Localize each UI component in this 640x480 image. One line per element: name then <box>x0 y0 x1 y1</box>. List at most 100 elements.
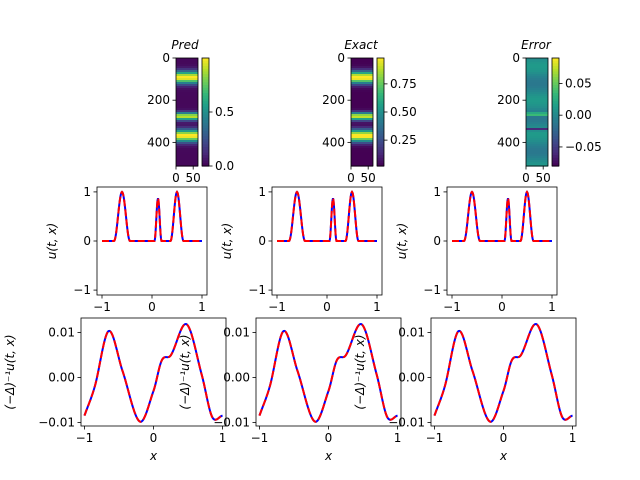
colorbar-segment <box>552 87 559 91</box>
heatmap-row <box>526 86 548 89</box>
xtick-label: −1 <box>268 300 286 314</box>
heatmap-row <box>176 140 198 143</box>
xtick-label: 0 <box>498 300 506 314</box>
colorbar-segment <box>552 103 559 108</box>
heatmap-row <box>526 102 548 105</box>
colorbar-label: 0.0 <box>215 159 234 173</box>
colorbar-segment <box>202 85 209 89</box>
heatmap-row <box>176 134 198 137</box>
colorbar-segment <box>202 144 209 148</box>
colorbar-segment <box>202 114 209 118</box>
heatmap-row <box>351 58 373 61</box>
colorbar-segment <box>552 152 559 156</box>
heatmap-row <box>176 138 198 141</box>
colorbar-segment <box>377 147 384 151</box>
heatmap-row <box>351 98 373 101</box>
title-pred: Pred <box>171 38 199 52</box>
heatmap-row <box>176 164 198 167</box>
heatmap-row <box>526 128 548 131</box>
colorbar-label: 0.50 <box>390 105 417 119</box>
series-line-pred <box>102 190 202 242</box>
heatmap-row <box>351 128 373 131</box>
heatmap-row <box>351 118 373 121</box>
ytick-label: −1 <box>248 283 266 297</box>
heatmap-row <box>526 78 548 81</box>
heatmap-row <box>176 116 198 119</box>
heatmap-row <box>176 150 198 153</box>
heatmap-error: 0 200 400 0 50 −0.05 0.00 0.05 <box>497 51 602 185</box>
colorbar-segment <box>377 128 384 132</box>
ytick-label: 400 <box>322 135 345 149</box>
heatmap-row <box>176 160 198 163</box>
heatmap-row <box>526 72 548 75</box>
colorbar-segment <box>202 68 209 73</box>
ytick-label: 0 <box>162 51 170 65</box>
ylabel: u(t, x) <box>395 223 409 259</box>
colorbar-segment <box>377 163 384 167</box>
heatmap-row <box>176 96 198 99</box>
ytick-label: 0.00 <box>398 370 425 384</box>
colorbar-segment <box>377 82 384 86</box>
heatmap-row <box>526 140 548 143</box>
heatmap-row <box>526 158 548 161</box>
colorbar-segment <box>377 109 384 113</box>
colorbar-segment <box>377 103 384 108</box>
colorbar-segment <box>377 76 384 81</box>
heatmap-row <box>526 132 548 135</box>
colorbar-segment <box>202 163 209 167</box>
colorbar-segment <box>552 147 559 151</box>
heatmap-row <box>526 126 548 129</box>
heatmap-row <box>351 90 373 93</box>
ytick-label: −1 <box>423 283 441 297</box>
colorbar-segment <box>377 66 384 70</box>
heatmap-row <box>526 68 548 71</box>
heatmap-row <box>176 80 198 83</box>
heatmap-row <box>351 94 373 97</box>
colorbar-segment <box>202 139 209 143</box>
colorbar-segment <box>552 163 559 167</box>
colorbar-segment <box>202 117 209 121</box>
heatmap-row <box>526 104 548 107</box>
image-panel-exact: Exact 0 200 400 0 50 0.25 0.50 0.75 <box>322 38 417 185</box>
axes-frame <box>255 317 402 427</box>
heatmap-row <box>526 82 548 85</box>
heatmap-row <box>176 70 198 73</box>
colorbar-segment <box>377 149 384 154</box>
heatmap-row <box>176 114 198 117</box>
heatmap-row <box>176 136 198 139</box>
ytick-label: 0.01 <box>48 325 75 339</box>
heatmap-row <box>351 82 373 85</box>
heatmap-row <box>526 144 548 147</box>
colorbar-segment <box>377 98 384 102</box>
heatmap-row <box>176 104 198 107</box>
xtick-label: 1 <box>373 300 381 314</box>
series-line-pred <box>452 190 552 242</box>
colorbar-segment <box>202 120 209 124</box>
colorbar-segment <box>202 87 209 91</box>
series-line-pred <box>258 323 398 423</box>
colorbar-segment <box>552 125 559 129</box>
heatmap-row <box>526 138 548 141</box>
xtick-label: 0 <box>522 171 530 185</box>
xtick-label: 1 <box>569 431 577 445</box>
heatmap-row <box>526 96 548 99</box>
colorbar-segment <box>552 71 559 75</box>
colorbar-segment <box>377 63 384 67</box>
heatmap-row <box>526 112 548 115</box>
heatmap-row <box>526 142 548 145</box>
heatmap-row <box>176 108 198 111</box>
heatmap-row <box>526 64 548 67</box>
heatmap-row <box>351 88 373 91</box>
colorbar-segment <box>377 130 384 135</box>
u-plot-2: −1 0 1 −1 0 1 u(t, x) <box>220 185 383 314</box>
heatmap-row <box>351 100 373 103</box>
heatmap-row <box>351 156 373 159</box>
colorbar-segment <box>552 79 559 83</box>
colorbar-segment <box>377 79 384 83</box>
colorbar-segment <box>202 106 209 110</box>
heatmap-row <box>176 126 198 129</box>
ytick-label: 200 <box>497 93 520 107</box>
heatmap-row <box>176 142 198 145</box>
heatmap-row <box>526 62 548 65</box>
colorbar-segment <box>377 87 384 91</box>
